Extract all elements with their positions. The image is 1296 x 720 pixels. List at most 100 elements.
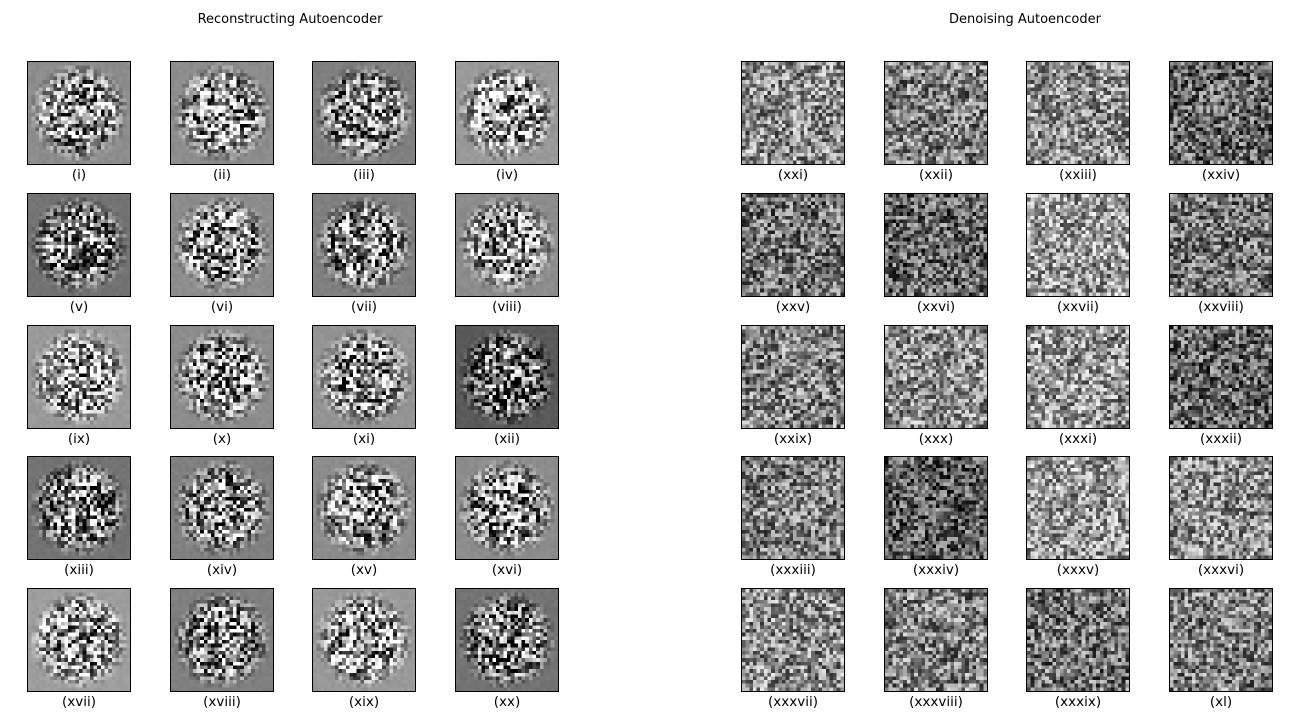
filter-image-canvas — [885, 589, 987, 691]
filter-caption: (xi) — [294, 431, 434, 447]
filter-caption: (xv) — [294, 562, 434, 578]
panel-title-denoising: Denoising Autoencoder — [825, 12, 1225, 27]
filter-image-canvas — [1027, 62, 1129, 164]
filter-image — [170, 193, 274, 297]
filter-image — [1026, 456, 1130, 560]
filter-caption: (xxi) — [723, 167, 863, 183]
filter-image-canvas — [313, 194, 415, 296]
filter-image-canvas — [313, 589, 415, 691]
filter-image — [741, 325, 845, 429]
filter-image — [1026, 61, 1130, 165]
filter-image — [312, 325, 416, 429]
filter-caption: (iii) — [294, 167, 434, 183]
filter-image — [1169, 588, 1273, 692]
filter-image — [170, 588, 274, 692]
filter-caption: (xxxviii) — [866, 694, 1006, 710]
filter-caption: (xxvii) — [1008, 299, 1148, 315]
filter-image — [884, 325, 988, 429]
filter-image — [312, 193, 416, 297]
filter-image-canvas — [885, 326, 987, 428]
filter-caption: (xxii) — [866, 167, 1006, 183]
filter-image — [312, 456, 416, 560]
filter-image-canvas — [456, 194, 558, 296]
filter-image — [741, 456, 845, 560]
filter-image — [1169, 193, 1273, 297]
filter-image-canvas — [885, 62, 987, 164]
filter-image-canvas — [742, 457, 844, 559]
filter-image — [27, 456, 131, 560]
filter-image-canvas — [28, 589, 130, 691]
filter-caption: (xxviii) — [1151, 299, 1291, 315]
filter-image — [455, 456, 559, 560]
filter-image — [27, 588, 131, 692]
filter-image-canvas — [313, 62, 415, 164]
filter-image-canvas — [171, 326, 273, 428]
filter-image-canvas — [456, 457, 558, 559]
filter-caption: (ii) — [152, 167, 292, 183]
filter-caption: (xxxv) — [1008, 562, 1148, 578]
filter-image — [1026, 325, 1130, 429]
filter-image-canvas — [313, 457, 415, 559]
filter-image — [312, 588, 416, 692]
filter-image — [455, 588, 559, 692]
filter-caption: (xxxvi) — [1151, 562, 1291, 578]
filter-image-canvas — [313, 326, 415, 428]
filter-image — [1026, 588, 1130, 692]
filter-image-canvas — [1170, 194, 1272, 296]
filter-image — [455, 193, 559, 297]
filter-image — [170, 456, 274, 560]
filter-caption: (xxiv) — [1151, 167, 1291, 183]
filter-image — [1169, 456, 1273, 560]
filter-caption: (xiii) — [9, 562, 149, 578]
filter-image — [1169, 325, 1273, 429]
filter-image-canvas — [1027, 194, 1129, 296]
filter-image-canvas — [742, 194, 844, 296]
filter-image-canvas — [171, 457, 273, 559]
filter-image — [455, 325, 559, 429]
filter-caption: (xxiii) — [1008, 167, 1148, 183]
filter-image-canvas — [1170, 62, 1272, 164]
filter-image-canvas — [456, 589, 558, 691]
filter-caption: (xl) — [1151, 694, 1291, 710]
filter-image-canvas — [28, 326, 130, 428]
filter-image-canvas — [456, 62, 558, 164]
filter-image-canvas — [171, 62, 273, 164]
filter-caption: (xxv) — [723, 299, 863, 315]
filter-caption: (xix) — [294, 694, 434, 710]
filter-image-canvas — [456, 326, 558, 428]
filter-image — [741, 193, 845, 297]
filter-image-canvas — [1170, 589, 1272, 691]
filter-caption: (vii) — [294, 299, 434, 315]
filter-image-canvas — [171, 589, 273, 691]
filter-image — [170, 61, 274, 165]
filter-image-canvas — [1027, 457, 1129, 559]
filter-image — [741, 588, 845, 692]
filter-image-canvas — [28, 62, 130, 164]
filter-image-canvas — [885, 457, 987, 559]
filter-image-canvas — [742, 62, 844, 164]
filter-image — [884, 193, 988, 297]
panel-title-reconstructing: Reconstructing Autoencoder — [90, 12, 490, 27]
filter-image — [741, 61, 845, 165]
filter-caption: (xxxix) — [1008, 694, 1148, 710]
filter-image — [884, 61, 988, 165]
filter-caption: (xxxiv) — [866, 562, 1006, 578]
filter-caption: (xxxii) — [1151, 431, 1291, 447]
filter-caption: (ix) — [9, 431, 149, 447]
filter-image — [1169, 61, 1273, 165]
filter-caption: (v) — [9, 299, 149, 315]
filter-caption: (xx) — [437, 694, 577, 710]
filter-caption: (xvii) — [9, 694, 149, 710]
filter-image-canvas — [171, 194, 273, 296]
filter-caption: (xvi) — [437, 562, 577, 578]
filter-caption: (iv) — [437, 167, 577, 183]
filter-caption: (xxxi) — [1008, 431, 1148, 447]
filter-caption: (xxix) — [723, 431, 863, 447]
filter-caption: (viii) — [437, 299, 577, 315]
filter-caption: (xiv) — [152, 562, 292, 578]
filter-caption: (xxxvii) — [723, 694, 863, 710]
filter-image-canvas — [1027, 589, 1129, 691]
filter-image — [27, 193, 131, 297]
filter-image — [455, 61, 559, 165]
filter-image — [27, 325, 131, 429]
